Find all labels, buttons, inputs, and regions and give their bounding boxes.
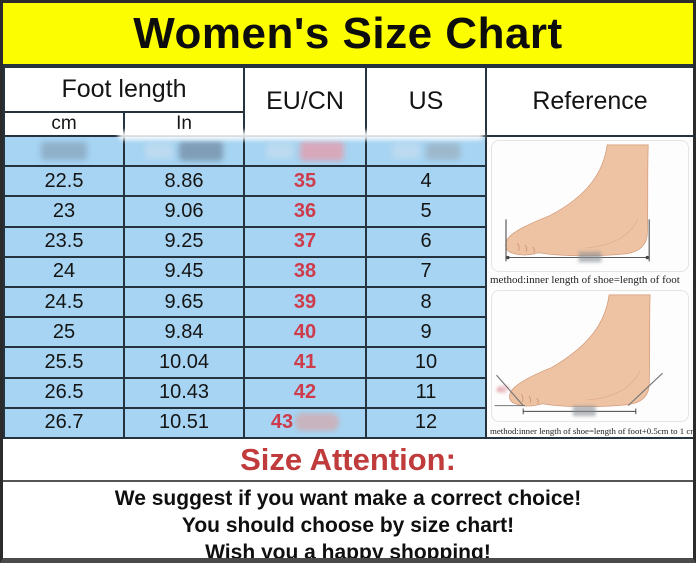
cell-cm-redacted [3,134,125,168]
redacted-blob [179,141,223,162]
table-row: 23 9.06 36 5 [3,195,693,228]
cell-in: 9.25 [123,225,245,258]
table-row: 24 9.45 38 7 [3,255,693,288]
cell-eu-redacted [243,134,367,168]
table-row: 25.5 10.04 41 10 [3,346,693,379]
cell-in: 9.06 [123,195,245,228]
cell-us: 10 [365,346,487,379]
cell-in: 9.65 [123,285,245,319]
page-title: Women's Size Chart [133,8,563,58]
figure2-caption: method:inner length of shoe=length of fo… [490,426,694,436]
cell-cm: 25 [3,316,125,349]
cell-cm: 22.5 [3,165,125,198]
cell-in: 9.45 [123,255,245,288]
cell-us: 4 [365,165,487,198]
redacted-blob [145,143,173,160]
cell-cm: 26.5 [3,376,125,409]
table-row: 25 9.84 40 9 [3,316,693,349]
cell-eu-cn: 42 [243,376,367,409]
foot-side-measure-icon [505,144,650,263]
col-header-us: US [365,66,487,137]
advice-line-2: You should choose by size chart! [181,514,515,537]
col-header-foot-length: Foot length [3,66,245,113]
cell-us: 11 [365,376,487,409]
size-attention-band: Size Attention: [3,439,693,482]
cell-in: 9.84 [123,316,245,349]
advice-line-3: Wish you a happy shopping! [205,541,491,563]
foot-photo-frame [491,140,689,272]
cell-eu-cn: 35 [243,165,367,198]
cell-cm: 23 [3,195,125,228]
redacted-blob [266,143,294,160]
cell-eu-cn: 39 [243,285,367,319]
cell-cm: 25.5 [3,346,125,379]
col-header-cm: cm [3,111,125,137]
cell-in: 10.43 [123,376,245,409]
table-header-row: Foot length EU/CN US Reference [3,66,693,137]
cell-in-redacted [123,134,245,168]
redacted-blob [295,413,340,432]
cell-eu-cn: 36 [243,195,367,228]
advice-notes: We suggest if you want make a correct ch… [3,482,693,563]
cell-in: 8.86 [123,165,245,198]
table-row: 26.5 10.43 42 11 [3,376,693,409]
eu-size-43: 43 [270,411,294,434]
cell-us: 6 [365,225,487,258]
redacted-blob [41,142,87,161]
cell-in: 10.04 [123,346,245,379]
reference-figure-1: method:inner length of shoe=length of fo… [488,138,692,287]
cell-us: 9 [365,316,487,349]
table-row: 23.5 9.25 37 6 [3,225,693,258]
table-row: 22.5 8.86 35 4 [3,165,693,198]
col-header-eu-cn: EU/CN [243,66,367,137]
cell-us-redacted [365,134,487,168]
cell-cm: 24.5 [3,285,125,319]
table-row-redacted: method:inner length of shoe=length of fo… [3,134,693,439]
advice-line-1: We suggest if you want make a correct ch… [114,487,582,510]
table-row: 26.7 10.51 43 12 [3,406,693,440]
cell-eu-cn: 38 [243,255,367,288]
cell-eu-cn: 40 [243,316,367,349]
title-banner: Women's Size Chart [3,3,693,66]
foot-45deg-measure-icon: 45° [494,294,663,417]
cell-us: 12 [365,406,487,440]
reference-figure-2: 45° method:inner length of shoe=length o… [488,287,694,436]
col-header-reference: Reference [485,66,693,137]
redacted-blob [426,142,460,160]
reference-cell: method:inner length of shoe=length of fo… [485,135,694,439]
size-table: Foot length EU/CN US Reference cm In [3,66,693,440]
redacted-blob [300,141,344,162]
foot-photo-frame: 45° [491,290,689,422]
cell-us: 8 [365,285,487,319]
angle-45-label: 45° [496,384,509,394]
cell-us: 7 [365,255,487,288]
cell-us: 5 [365,195,487,228]
size-attention-heading: Size Attention: [240,441,456,477]
cell-eu-cn: 43 [243,406,367,440]
col-header-in: In [123,111,245,137]
table-row: 24.5 9.65 39 8 [3,285,693,319]
cell-cm: 26.7 [3,406,125,440]
figure1-caption: method:inner length of shoe=length of fo… [490,274,680,286]
cell-in: 10.51 [123,406,245,440]
cell-eu-cn: 37 [243,225,367,258]
cell-cm: 23.5 [3,225,125,258]
cell-eu-cn: 41 [243,346,367,379]
cell-cm: 24 [3,255,125,288]
redacted-blob [392,143,420,160]
